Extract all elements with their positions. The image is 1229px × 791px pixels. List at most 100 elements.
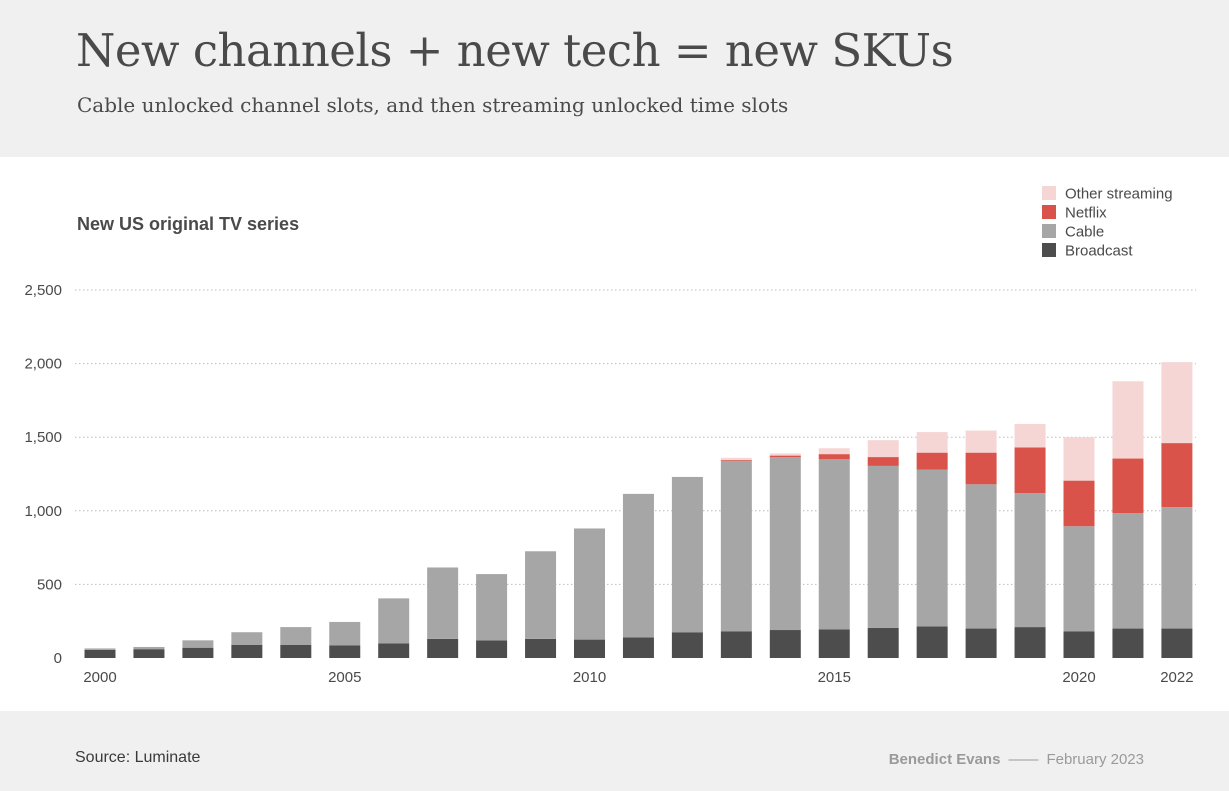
bars	[84, 362, 1193, 658]
bar-segment-cable	[231, 632, 263, 645]
x-axis: 2000 2005 2010 2015 2020 2022	[83, 669, 1193, 686]
bar-segment-netflix	[1014, 447, 1046, 494]
bar-segment-cable	[671, 476, 703, 633]
bar-segment-cable	[133, 646, 165, 650]
legend-label: Cable	[1065, 224, 1104, 241]
bar-segment-broadcast	[280, 644, 312, 658]
bar-segment-broadcast	[1112, 628, 1144, 658]
page-title: New channels + new tech = new SKUs	[76, 24, 954, 77]
x-tick-label: 2000	[83, 669, 116, 686]
legend-swatch	[1042, 224, 1056, 238]
bar-segment-cable	[622, 493, 654, 638]
bar-segment-cable	[1112, 513, 1144, 629]
bar-segment-cable	[965, 484, 997, 629]
bar-segment-broadcast	[574, 639, 605, 658]
y-tick-label: 0	[54, 650, 62, 667]
bar-segment-cable	[1063, 526, 1095, 632]
stacked-bar-chart: New US original TV series Other streamin…	[24, 186, 1196, 686]
bar-segment-broadcast	[84, 649, 116, 658]
bar-segment-broadcast	[769, 630, 801, 658]
bar-segment-broadcast	[867, 627, 899, 658]
y-tick-label: 1,500	[24, 429, 62, 446]
chart-title: New US original TV series	[77, 214, 299, 234]
bar-segment-broadcast	[1161, 628, 1193, 658]
y-tick-label: 2,000	[24, 356, 62, 373]
bar-segment-cable	[329, 621, 361, 646]
publication-date: February 2023	[1046, 751, 1144, 768]
chart-area: New US original TV series Other streamin…	[0, 157, 1229, 711]
bar-segment-other-streaming	[916, 432, 948, 453]
x-tick-label: 2005	[328, 669, 361, 686]
y-tick-label: 500	[37, 576, 62, 593]
bar-segment-cable	[427, 567, 459, 639]
bar-segment-other-streaming	[965, 430, 997, 453]
legend-swatch	[1042, 205, 1056, 219]
y-tick-label: 1,000	[24, 503, 62, 520]
x-tick-label: 2022	[1160, 669, 1193, 686]
author-name: Benedict Evans	[888, 751, 1001, 768]
bar-segment-cable	[867, 465, 899, 628]
bar-segment-cable	[84, 648, 116, 650]
bar-segment-broadcast	[916, 626, 948, 658]
bar-segment-cable	[280, 627, 312, 645]
bar-segment-broadcast	[965, 628, 997, 658]
x-tick-label: 2015	[818, 669, 851, 686]
bar-segment-cable	[916, 469, 948, 627]
bar-segment-other-streaming	[1063, 437, 1095, 481]
page-subtitle: Cable unlocked channel slots, and then s…	[77, 93, 789, 117]
bar-segment-broadcast	[427, 638, 459, 658]
bar-segment-cable	[720, 460, 752, 632]
bar-segment-cable	[1161, 507, 1193, 629]
legend-label: Netflix	[1065, 205, 1107, 222]
bar-segment-other-streaming	[1014, 423, 1046, 448]
bar-segment-netflix	[867, 457, 899, 466]
bar-segment-broadcast	[720, 631, 752, 658]
bar-segment-broadcast	[1063, 631, 1095, 658]
bar-segment-cable	[525, 551, 557, 639]
bar-segment-cable	[574, 528, 605, 640]
bar-segment-broadcast	[231, 644, 263, 658]
bar-segment-other-streaming	[1161, 362, 1193, 444]
footer: Source: Luminate Benedict Evans —— Februar…	[0, 711, 1229, 791]
legend-swatch	[1042, 186, 1056, 200]
bar-segment-netflix	[769, 455, 801, 458]
bar-segment-broadcast	[378, 643, 410, 658]
bar-segment-cable	[1014, 493, 1046, 628]
y-axis: 0 500 1,000 1,500 2,000 2,500	[24, 282, 62, 667]
bar-segment-cable	[818, 459, 850, 630]
bar-segment-cable	[378, 598, 410, 644]
credit-separator: ——	[1008, 751, 1039, 768]
bar-segment-broadcast	[818, 629, 850, 658]
bar-segment-netflix	[720, 460, 752, 461]
bar-segment-netflix	[916, 452, 948, 470]
source-note: Source: Luminate	[75, 749, 201, 766]
bar-segment-cable	[476, 574, 508, 641]
legend-label: Broadcast	[1065, 243, 1133, 260]
legend: Other streaming Netflix Cable Broadcast	[1042, 186, 1173, 260]
bar-segment-other-streaming	[818, 448, 850, 455]
bar-segment-netflix	[1063, 480, 1095, 527]
header: New channels + new tech = new SKUs Cable…	[0, 0, 1229, 157]
legend-label: Other streaming	[1065, 186, 1173, 203]
y-tick-label: 2,500	[24, 282, 62, 299]
bar-segment-broadcast	[525, 638, 557, 658]
bar-segment-other-streaming	[867, 440, 899, 458]
bar-segment-broadcast	[329, 645, 361, 658]
bar-segment-broadcast	[1014, 627, 1046, 658]
bar-segment-cable	[769, 457, 801, 631]
bar-segment-netflix	[1112, 458, 1144, 514]
bar-segment-broadcast	[622, 637, 654, 658]
x-tick-label: 2020	[1062, 669, 1095, 686]
bar-segment-broadcast	[671, 632, 703, 658]
bar-segment-other-streaming	[1112, 381, 1144, 459]
bar-segment-netflix	[965, 452, 997, 485]
bar-segment-broadcast	[133, 649, 165, 658]
bar-segment-broadcast	[182, 647, 214, 658]
bar-segment-cable	[182, 640, 214, 648]
bar-segment-other-streaming	[769, 453, 801, 456]
bar-segment-broadcast	[476, 640, 508, 658]
x-tick-label: 2010	[573, 669, 606, 686]
legend-swatch	[1042, 243, 1056, 257]
credit: Benedict Evans —— February 2023	[889, 751, 1144, 768]
bar-segment-other-streaming	[720, 457, 752, 461]
